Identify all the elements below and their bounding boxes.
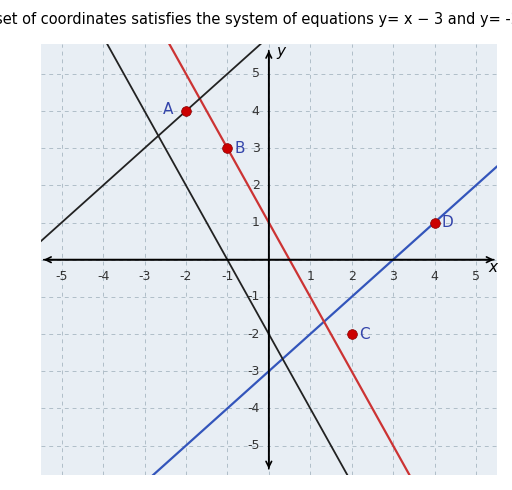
Text: D: D (442, 215, 454, 230)
Text: 1: 1 (306, 270, 314, 283)
Text: -2: -2 (180, 270, 192, 283)
Text: -5: -5 (247, 439, 260, 452)
Text: 3: 3 (389, 270, 397, 283)
Text: -4: -4 (97, 270, 109, 283)
Text: y: y (276, 44, 285, 59)
Text: 5: 5 (472, 270, 480, 283)
Text: 3: 3 (252, 142, 260, 155)
Text: 1: 1 (252, 216, 260, 229)
Text: -1: -1 (221, 270, 233, 283)
Text: 2: 2 (252, 179, 260, 192)
Text: 4: 4 (431, 270, 438, 283)
Text: B: B (235, 141, 245, 156)
Text: A: A (163, 101, 174, 117)
Text: C: C (359, 326, 370, 342)
Text: -3: -3 (247, 365, 260, 378)
Text: 5: 5 (252, 67, 260, 80)
Text: Which set of coordinates satisfies the system of equations y= x − 3 and y= -2x +: Which set of coordinates satisfies the s… (0, 12, 512, 27)
Text: 4: 4 (252, 104, 260, 118)
Text: -3: -3 (138, 270, 151, 283)
Text: -5: -5 (55, 270, 68, 283)
Text: x: x (489, 260, 498, 274)
Text: -4: -4 (247, 402, 260, 415)
Text: -2: -2 (247, 327, 260, 341)
Text: -1: -1 (247, 291, 260, 303)
Text: 2: 2 (348, 270, 356, 283)
